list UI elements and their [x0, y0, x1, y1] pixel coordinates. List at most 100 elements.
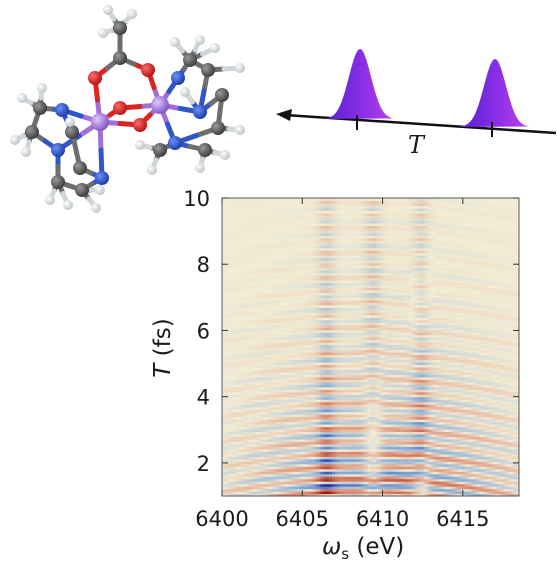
heatmap-cell — [358, 391, 363, 395]
heatmap-cell — [290, 426, 294, 430]
heatmap-cell — [343, 478, 348, 482]
heatmap-cell — [370, 476, 375, 480]
heatmap-cell — [426, 446, 431, 450]
heatmap-cell — [468, 396, 473, 400]
heatmap-cell — [272, 421, 277, 425]
heatmap-cell — [305, 399, 309, 403]
heatmap-cell — [477, 446, 481, 450]
heatmap-cell — [322, 391, 327, 395]
heatmap-cell — [284, 396, 288, 400]
heatmap-cell — [314, 401, 318, 405]
heatmap-cell — [242, 406, 247, 410]
heatmap-cell — [284, 416, 288, 420]
heatmap-cell — [367, 468, 372, 472]
heatmap-cell — [269, 456, 274, 460]
heatmap-cell — [486, 433, 490, 437]
heatmap-cell — [281, 376, 285, 380]
heatmap-cell — [388, 389, 392, 393]
heatmap-cell — [516, 471, 519, 475]
heatmap-cell — [447, 384, 452, 388]
heatmap-cell — [513, 381, 517, 385]
heatmap-cell — [317, 443, 321, 447]
heatmap-cell — [391, 453, 395, 457]
heatmap-cell — [468, 488, 473, 492]
heatmap-cell — [340, 478, 345, 482]
heatmap-cell — [263, 456, 268, 460]
heatmap-cell — [379, 486, 383, 490]
heatmap-cell — [462, 409, 467, 413]
heatmap-cell — [426, 414, 431, 418]
heatmap-cell — [245, 456, 250, 460]
heatmap-cell — [483, 416, 487, 420]
heatmap-cell — [516, 493, 519, 496]
heatmap-cell — [418, 443, 422, 447]
heatmap-cell — [236, 406, 241, 410]
heatmap-cell — [305, 483, 309, 487]
heatmap-cell — [450, 396, 455, 400]
heatmap-cell — [275, 431, 280, 435]
heatmap-cell — [477, 453, 481, 457]
heatmap-cell — [331, 394, 336, 398]
heatmap-cell — [447, 441, 452, 445]
heatmap-cell — [254, 438, 259, 442]
heatmap-cell — [507, 483, 511, 487]
heatmap-cell — [224, 478, 229, 482]
heatmap-cell — [453, 438, 458, 442]
heatmap-cell — [364, 399, 369, 403]
heatmap-cell — [230, 411, 235, 415]
heatmap-cell — [438, 389, 443, 393]
heatmap-cell — [317, 458, 321, 462]
heatmap-cell — [227, 463, 232, 467]
heatmap-cell — [418, 456, 422, 460]
heatmap-cell — [486, 471, 490, 475]
heatmap-cell — [317, 486, 321, 490]
heatmap-cell — [498, 391, 502, 395]
heatmap-cell — [340, 451, 345, 455]
heatmap-cell — [278, 466, 282, 470]
heatmap-cell — [224, 384, 229, 388]
heatmap-cell — [385, 394, 389, 398]
heatmap-cell — [331, 436, 336, 440]
heatmap-cell — [489, 409, 493, 413]
heatmap-cell — [272, 446, 277, 450]
heatmap-cell — [480, 438, 484, 442]
heatmap-cell — [498, 451, 502, 455]
heatmap-cell — [435, 379, 440, 383]
heatmap-cell — [320, 384, 324, 388]
heatmap-cell — [403, 409, 407, 413]
heatmap-cell — [409, 441, 413, 445]
heatmap-cell — [343, 399, 348, 403]
heatmap-cell — [510, 399, 514, 403]
heatmap-cell — [394, 451, 398, 455]
heatmap-cell — [400, 404, 404, 408]
carbon-atom — [33, 101, 47, 115]
heatmap-cell — [477, 431, 481, 435]
heatmap-cell — [486, 431, 490, 435]
heatmap-cell — [513, 473, 517, 477]
heatmap-cell — [272, 401, 277, 405]
heatmap-cell — [477, 426, 481, 430]
heatmap-cell — [435, 399, 440, 403]
heatmap-cell — [364, 486, 369, 490]
heatmap-cell — [391, 486, 395, 490]
heatmap-cell — [486, 414, 490, 418]
heatmap-cell — [254, 491, 259, 495]
heatmap-cell — [272, 486, 277, 490]
heatmap-cell — [308, 458, 312, 462]
heatmap-cell — [358, 443, 363, 447]
heatmap-cell — [471, 419, 476, 423]
heatmap-cell — [296, 478, 300, 482]
heatmap-cell — [423, 421, 428, 425]
heatmap-cell — [474, 414, 479, 418]
heatmap-cell — [245, 386, 250, 390]
heatmap-cell — [397, 446, 401, 450]
heatmap-cell — [379, 431, 383, 435]
heatmap-cell — [447, 416, 452, 420]
heatmap-cell — [426, 426, 431, 430]
heatmap-cell — [373, 379, 378, 383]
heatmap-cell — [426, 478, 431, 482]
heatmap-cell — [370, 426, 375, 430]
heatmap-cell — [489, 476, 493, 480]
heatmap-cell — [269, 466, 274, 470]
heatmap-cell — [331, 384, 336, 388]
